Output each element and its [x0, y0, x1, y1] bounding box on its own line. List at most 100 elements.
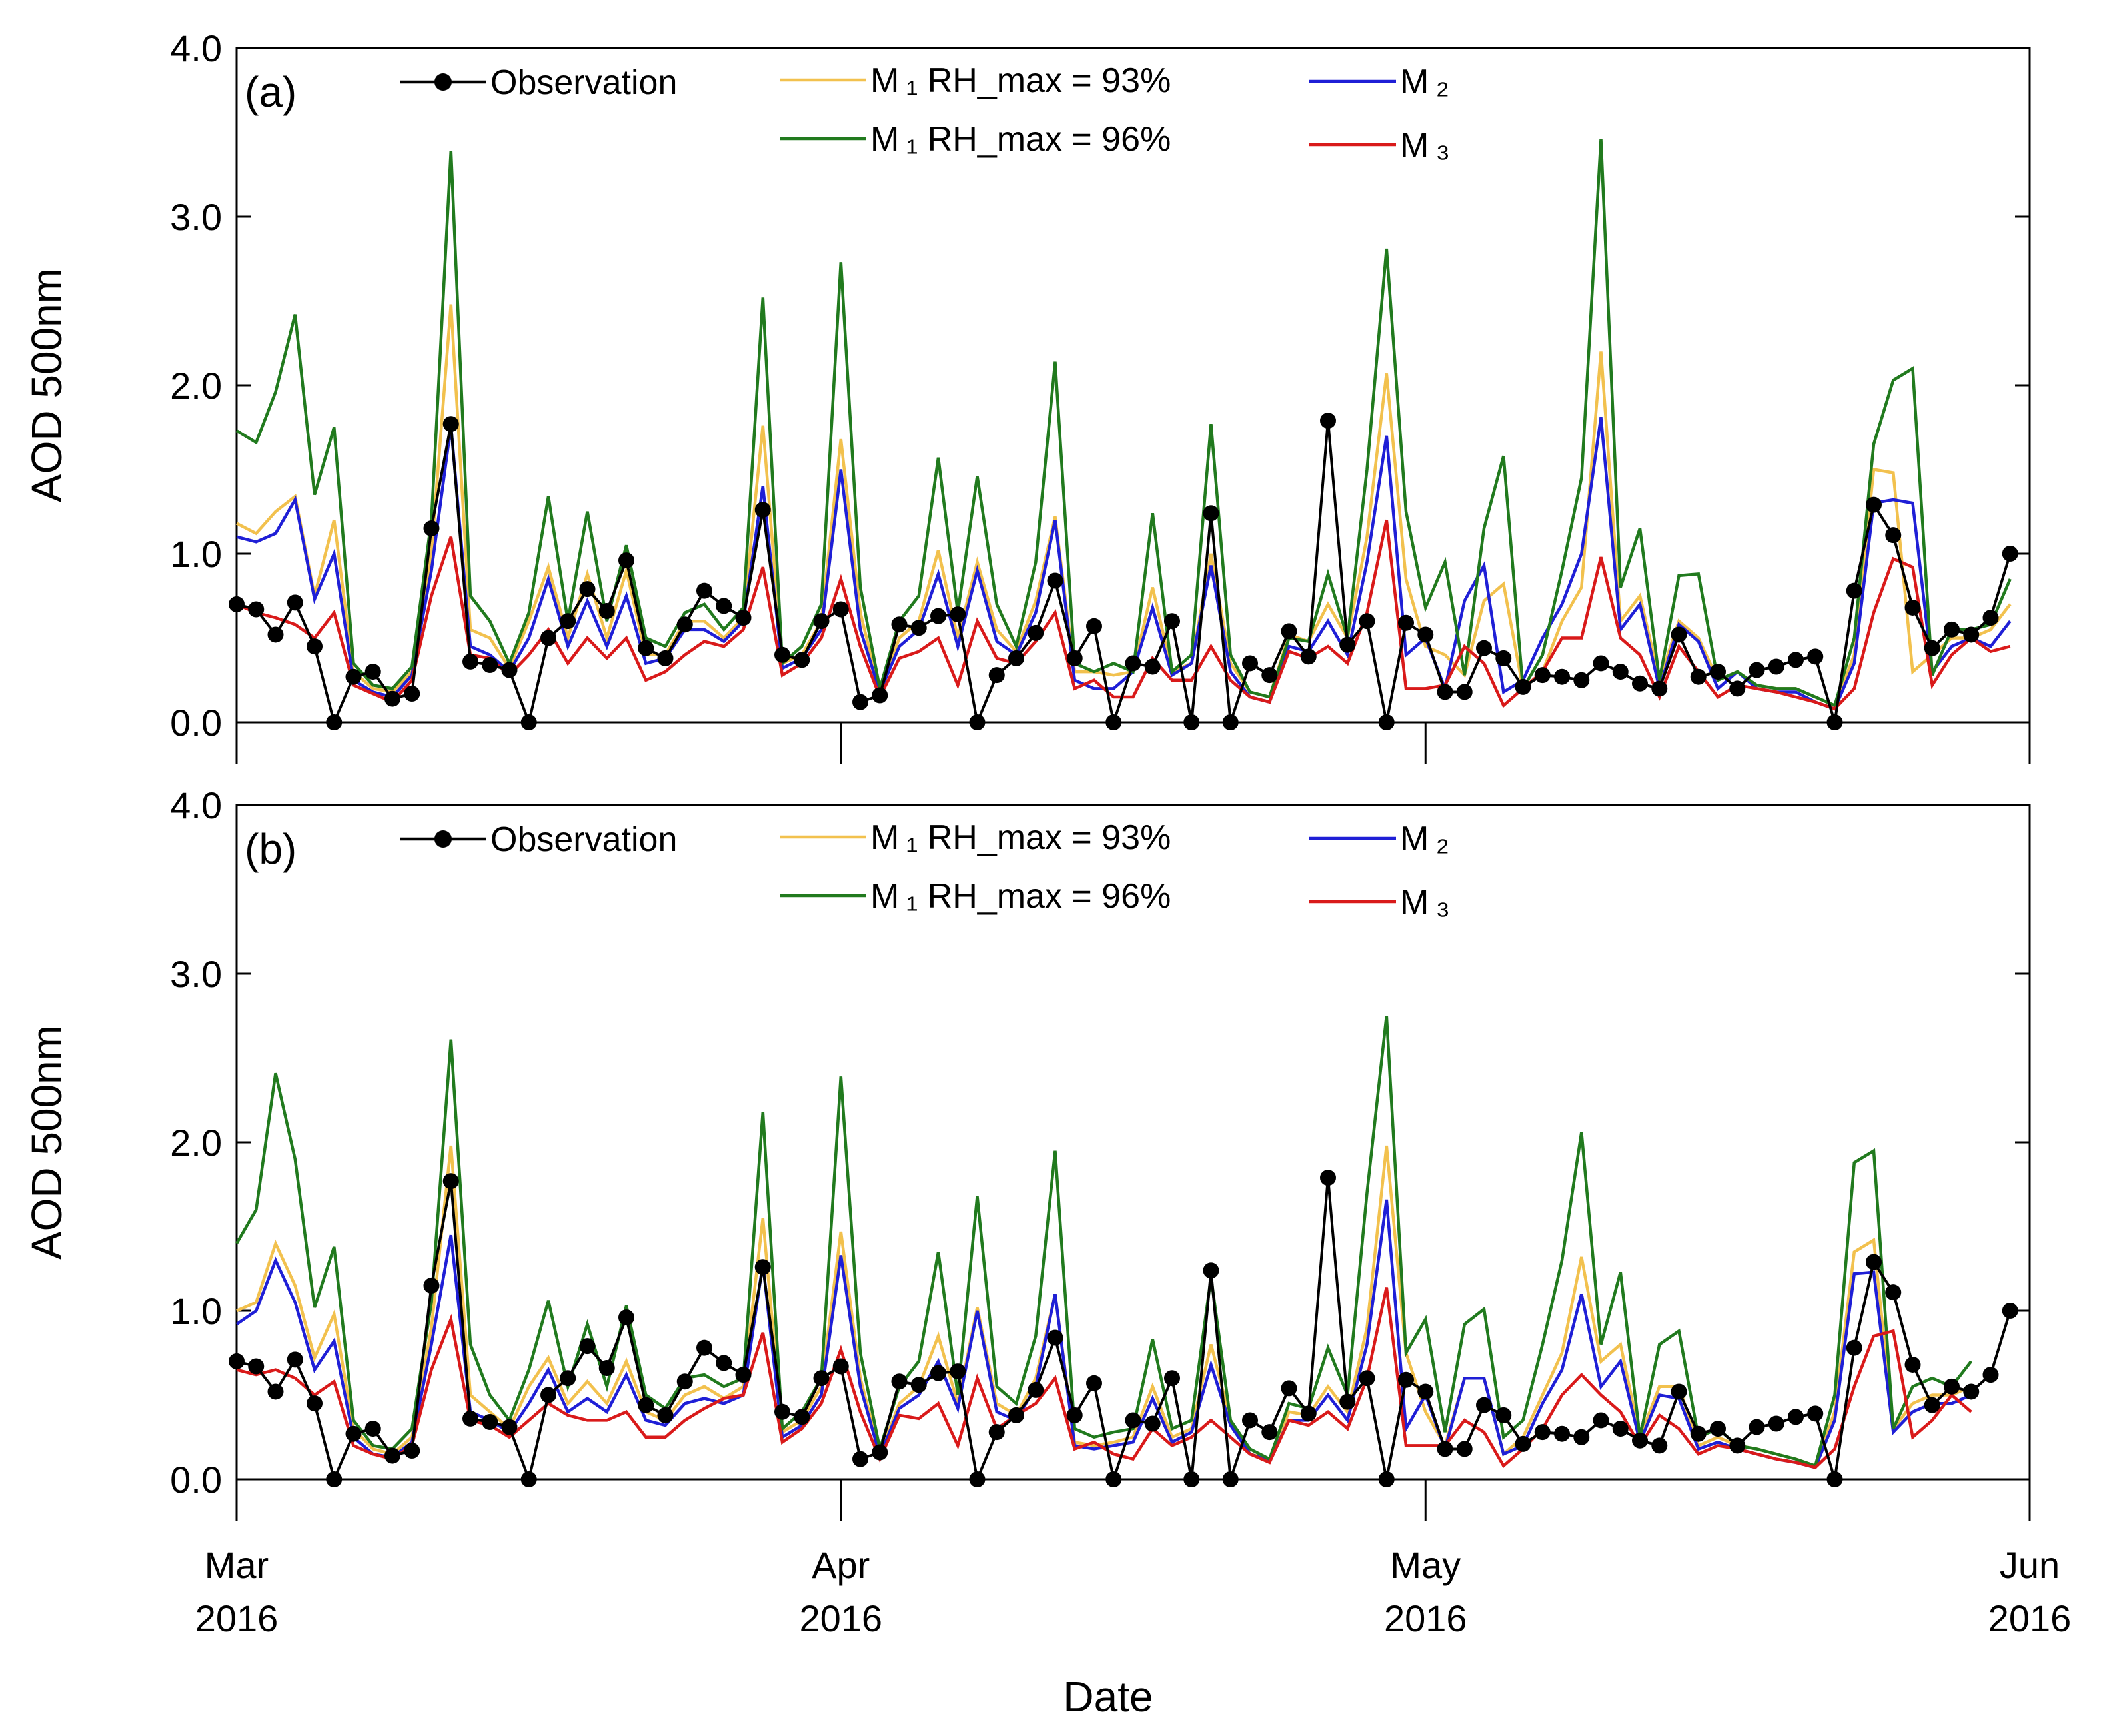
observation-point	[1690, 668, 1707, 685]
observation-point	[1554, 668, 1570, 685]
y-axis-title: AOD 500nm	[23, 1025, 71, 1260]
observation-point	[638, 640, 654, 656]
observation-point	[1963, 1383, 1980, 1400]
observation-point	[1008, 1407, 1024, 1423]
y-tick-label: 1.0	[170, 1290, 222, 1332]
observation-point	[520, 1471, 537, 1487]
observation-point	[930, 1365, 946, 1381]
observation-point	[1125, 655, 1141, 672]
observation-point	[1417, 626, 1434, 643]
observation-point	[267, 1383, 284, 1400]
observation-point	[1066, 1407, 1083, 1423]
observation-point	[1573, 1429, 1590, 1445]
observation-point	[1982, 610, 1999, 626]
observation-point	[1788, 652, 1804, 668]
observation-point	[1242, 1412, 1258, 1429]
observation-point	[1105, 714, 1122, 730]
observation-point	[1632, 1432, 1648, 1449]
observation-point	[1203, 505, 1219, 522]
observation-point	[1788, 1409, 1804, 1425]
observation-point	[423, 520, 440, 537]
observation-point	[326, 714, 343, 730]
y-tick-label: 0.0	[170, 702, 222, 744]
observation-point	[384, 1447, 400, 1464]
observation-point	[462, 1410, 478, 1427]
observation-point	[1164, 613, 1180, 630]
observation-point	[1593, 655, 1609, 672]
observation-point	[248, 601, 265, 618]
observation-point	[1339, 1393, 1356, 1410]
observation-point	[501, 1419, 518, 1435]
observation-point	[891, 616, 908, 633]
observation-point	[1456, 684, 1473, 700]
observation-point	[1456, 1441, 1473, 1457]
observation-point	[1904, 1356, 1921, 1373]
observation-point	[1437, 1441, 1453, 1457]
series-line-m3	[236, 1287, 1972, 1469]
observation-point	[1144, 658, 1161, 675]
observation-point	[1632, 675, 1648, 692]
y-tick-label: 2.0	[170, 1122, 222, 1164]
observation-point	[520, 714, 537, 730]
observation-point	[1768, 658, 1784, 675]
observation-point	[754, 1259, 771, 1276]
observation-point	[1320, 1170, 1336, 1186]
observation-point	[482, 1413, 498, 1430]
observation-point	[1924, 1397, 1940, 1413]
panel-label: (b)	[245, 825, 297, 873]
observation-point	[598, 1360, 615, 1377]
observation-point	[657, 650, 674, 666]
observation-point	[1515, 1435, 1531, 1452]
observation-point	[560, 613, 576, 630]
observation-point	[676, 616, 693, 633]
observation-point	[1183, 714, 1200, 730]
observation-point	[1203, 1262, 1219, 1279]
panel-label: (a)	[245, 68, 297, 116]
observation-point	[1924, 640, 1940, 656]
observation-point	[1320, 413, 1336, 429]
observation-point	[1008, 650, 1024, 666]
observation-point	[832, 1358, 849, 1375]
legend-label: M ₃	[1400, 126, 1450, 165]
observation-point	[1690, 1425, 1707, 1442]
observation-point	[1671, 1383, 1687, 1400]
observation-point	[1398, 614, 1414, 631]
observation-point	[872, 1444, 888, 1461]
observation-point	[1476, 640, 1492, 656]
observation-point	[598, 603, 615, 620]
x-tick-label-year: 2016	[1384, 1597, 1467, 1639]
observation-point	[813, 1370, 830, 1387]
observation-point	[364, 664, 381, 680]
observation-point	[832, 601, 849, 618]
observation-point	[1378, 1471, 1395, 1487]
x-tick-label-month: Apr	[812, 1544, 870, 1586]
observation-point	[1554, 1425, 1570, 1442]
observation-point	[1086, 1375, 1102, 1391]
observation-point	[540, 630, 556, 646]
observation-point	[1944, 621, 1960, 638]
observation-point	[1612, 1421, 1629, 1437]
observation-point	[1651, 1437, 1668, 1454]
observation-point	[501, 662, 518, 678]
legend-label: M ₃	[1400, 883, 1450, 922]
observation-point	[910, 620, 927, 636]
observation-point	[229, 1353, 245, 1369]
observation-point	[1534, 667, 1551, 684]
observation-point	[1339, 636, 1356, 653]
observation-point	[1807, 648, 1824, 665]
observation-point	[1359, 613, 1375, 630]
observation-point	[404, 685, 420, 702]
observation-point	[1515, 678, 1531, 695]
observation-point	[1300, 648, 1317, 665]
observation-point	[1826, 1471, 1843, 1487]
observation-point	[988, 1424, 1005, 1441]
observation-point	[1846, 1339, 1862, 1356]
observation-point	[1086, 618, 1102, 634]
legend-label: M ₁ RH_max = 93%	[870, 818, 1171, 857]
x-axis-title: Date	[1063, 1673, 1153, 1721]
observation-point	[1105, 1471, 1122, 1487]
observation-point	[716, 598, 732, 614]
observation-point	[872, 687, 888, 704]
y-axis-title: AOD 500nm	[23, 268, 71, 502]
